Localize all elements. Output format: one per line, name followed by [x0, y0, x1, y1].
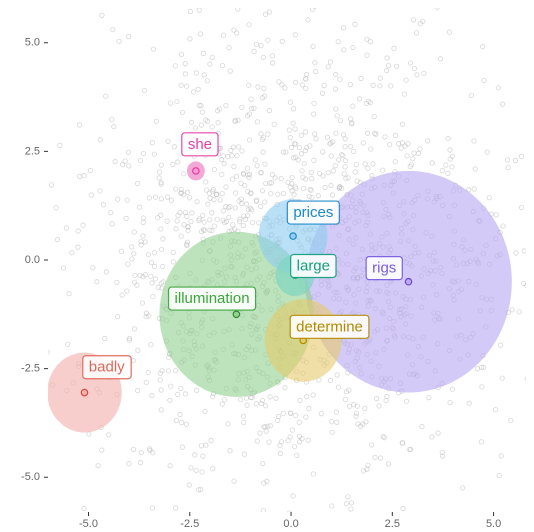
label-she: she: [182, 133, 218, 156]
label-text-prices: prices: [293, 204, 333, 221]
label-badly: badly: [83, 356, 131, 379]
label-illumination: illumination: [169, 287, 256, 310]
label-text-she: she: [188, 136, 212, 153]
y-tick-label: -5.0: [21, 471, 40, 483]
bubbles: [47, 161, 512, 432]
x-tick-label: -5.0: [79, 518, 98, 530]
label-text-illumination: illumination: [175, 290, 250, 307]
y-tick-label: 0.0: [25, 254, 40, 266]
label-large: large: [291, 254, 336, 277]
bubble-she: [187, 161, 205, 180]
x-tick-label: 5.0: [486, 518, 501, 530]
label-determine: determine: [290, 315, 369, 338]
scatter-bubble-chart: -5.0 -2.5 0.0 2.5 5.0 -5.0 -2.5 0.0 2.5 5.0 she pri…: [0, 0, 534, 532]
bubble-determine: [265, 299, 342, 382]
label-text-large: large: [297, 257, 330, 274]
label-text-determine: determine: [296, 318, 363, 335]
label-text-badly: badly: [89, 359, 125, 376]
y-tick-label: -2.5: [21, 363, 40, 375]
x-tick-label: 0.0: [283, 518, 298, 530]
x-tick-label: 2.5: [385, 518, 400, 530]
y-tick-label: 2.5: [25, 145, 40, 157]
label-rigs: rigs: [366, 257, 402, 280]
x-tick-label: -2.5: [180, 518, 199, 530]
label-prices: prices: [287, 201, 339, 224]
label-text-rigs: rigs: [372, 260, 396, 277]
y-tick-label: 5.0: [25, 37, 40, 49]
